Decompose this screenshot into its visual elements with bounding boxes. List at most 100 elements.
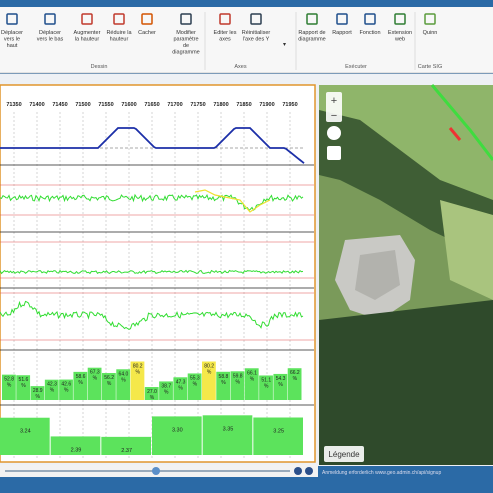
bar-label: 56.2% [104, 375, 114, 387]
meadow [440, 200, 493, 300]
block-label: 2.37 [121, 448, 132, 454]
bar [202, 361, 216, 400]
button-icon[interactable] [336, 13, 348, 25]
bar-label: 55.3% [190, 375, 200, 387]
block [101, 436, 151, 455]
zoom-in[interactable]: + [331, 95, 337, 107]
bar [44, 379, 59, 400]
button-icon[interactable] [250, 13, 262, 25]
zoom-control[interactable] [326, 92, 342, 122]
button-label[interactable]: Réduire la hauteur [106, 30, 132, 43]
trace-3 [0, 300, 304, 330]
group-label: Carte SIG [418, 64, 442, 70]
button-label[interactable]: Quinn [423, 30, 438, 36]
button-icon[interactable] [141, 13, 153, 25]
group-label: Dessin [91, 64, 108, 70]
button-label[interactable]: Cacher [138, 30, 156, 36]
field [319, 85, 493, 200]
bar [16, 375, 31, 400]
block-label: 3.35 [223, 426, 234, 432]
route-marker [448, 127, 462, 141]
forest-south [319, 300, 493, 465]
bar [159, 381, 173, 400]
x-tick-label: 71550 [98, 102, 113, 108]
button-icon[interactable] [364, 13, 376, 25]
block-label: 3.30 [172, 427, 183, 433]
bar [187, 373, 202, 400]
button-icon[interactable] [113, 13, 125, 25]
button-icon[interactable] [394, 13, 406, 25]
trace-2 [0, 269, 304, 275]
rotate-button[interactable] [327, 126, 341, 140]
x-tick-label: 71500 [75, 102, 90, 108]
scroll-thumb[interactable] [152, 467, 160, 475]
x-tick-label: 71950 [282, 102, 297, 108]
title-bar [0, 0, 493, 7]
x-tick-label: 71750 [190, 102, 205, 108]
bar-label: 59.8% [233, 373, 243, 385]
bar-label: 28.9% [33, 388, 43, 400]
bar [116, 369, 131, 400]
bar-label: 80.2% [204, 364, 214, 376]
button-label[interactable]: Déplacer vers le bas [37, 30, 64, 43]
bar-label: 27.0% [147, 389, 157, 401]
button-icon[interactable] [6, 13, 18, 25]
block [202, 415, 253, 455]
bar [287, 368, 302, 400]
group-label: Axes [234, 64, 246, 70]
button-icon[interactable] [81, 13, 93, 25]
button-label[interactable]: Editer les axes [214, 30, 237, 43]
button-icon[interactable] [44, 13, 56, 25]
bar [2, 374, 16, 400]
bar [102, 373, 116, 400]
button-label[interactable]: Augmenter la hauteur [74, 30, 101, 43]
block-label: 3.25 [273, 429, 284, 435]
zoom-out[interactable]: − [331, 110, 337, 122]
x-tick-label: 71700 [167, 102, 182, 108]
bar [144, 387, 159, 400]
home-button[interactable] [327, 146, 341, 160]
x-tick-label: 71900 [259, 102, 274, 108]
bar [230, 371, 245, 400]
group-label: Exécuter [345, 64, 367, 70]
bar [216, 371, 231, 400]
bar [73, 371, 88, 400]
bar-label: 54.3% [276, 376, 286, 388]
bar-label: 47.3% [176, 379, 186, 391]
button-label[interactable]: Extension web [388, 30, 412, 43]
button-icon[interactable] [219, 13, 231, 25]
chart-panel [0, 84, 316, 463]
bar-label: 51.1% [261, 377, 271, 389]
legend-label[interactable]: Légende [328, 450, 360, 459]
scroll-end[interactable] [305, 467, 313, 475]
chart: 71350 71400 71450 71500 71550 71600 71650 71700… [0, 102, 314, 460]
trace-1-highlight [194, 189, 271, 213]
button-icon[interactable] [424, 13, 436, 25]
bar [273, 373, 288, 400]
button-icon[interactable] [306, 13, 318, 25]
button-label[interactable]: Rapport de diagramme [298, 30, 326, 43]
bar-label: 52.8% [4, 377, 14, 389]
button-icon[interactable] [180, 13, 192, 25]
profile-line [0, 127, 305, 164]
trace-1 [0, 193, 304, 212]
button-label[interactable]: Rapport [332, 30, 352, 36]
block-label: 3.24 [20, 429, 31, 435]
x-tick-label: 71800 [213, 102, 228, 108]
dropdown-arrow[interactable]: ▾ [283, 42, 286, 48]
block [0, 417, 50, 455]
scroll-next[interactable] [294, 467, 302, 475]
button-label[interactable]: Déplacer vers le haut [1, 30, 23, 49]
button-label[interactable]: Modifier paramètre de diagramme [172, 30, 200, 56]
route [430, 84, 493, 161]
button-label[interactable]: Réinitialiser l'axe des Y [242, 30, 271, 43]
bar [173, 377, 188, 400]
x-tick-label: 71450 [52, 102, 67, 108]
legend-button[interactable] [324, 446, 364, 462]
x-tick-label: 71350 [6, 102, 21, 108]
bar [259, 375, 273, 400]
bar-label: 64.0% [119, 371, 129, 383]
button-label[interactable]: Fonction [359, 30, 380, 36]
bar-label: 66.1% [247, 370, 257, 382]
